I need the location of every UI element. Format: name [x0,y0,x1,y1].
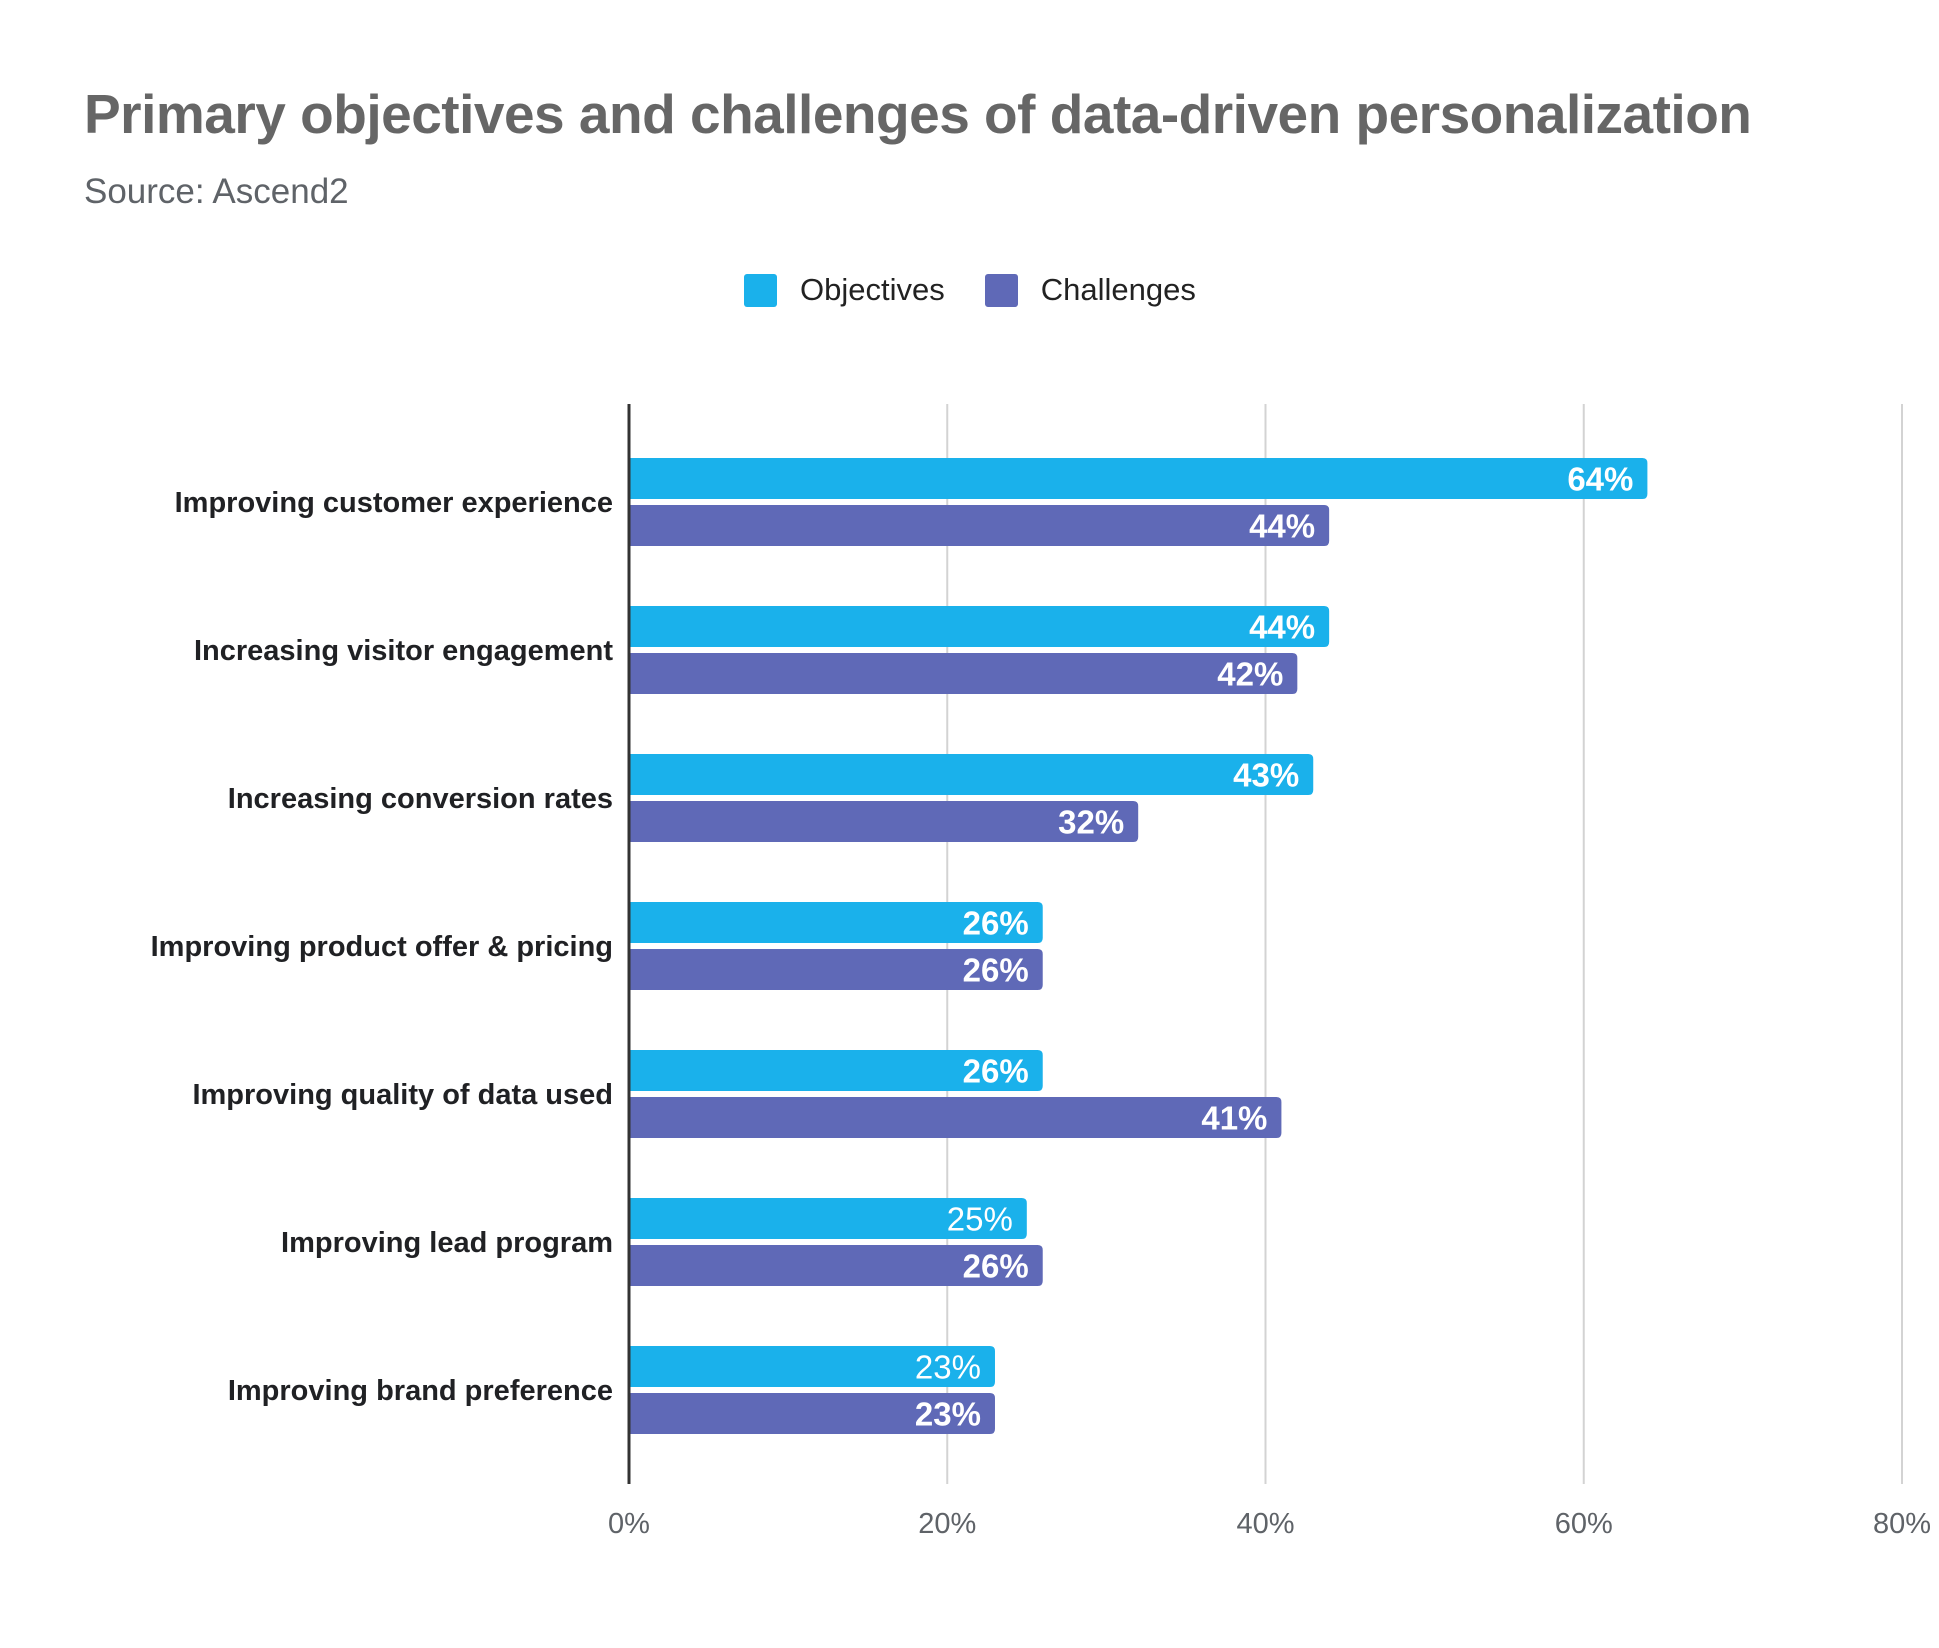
bar-objectives [629,902,1043,943]
category-label: Improving customer experience [175,487,613,519]
category-label: Improving quality of data used [192,1079,613,1111]
chart-title: Primary objectives and challenges of dat… [84,83,1752,145]
category-label: Increasing visitor engagement [194,635,613,667]
data-label: 25% [947,1201,1013,1238]
x-tick-label: 0% [608,1508,650,1540]
x-tick-label: 40% [1236,1508,1294,1540]
data-label: 44% [1249,609,1315,646]
data-label: 23% [915,1396,981,1433]
category-labels: Improving customer experience Increasing … [151,487,614,1407]
bar-objectives [629,458,1648,499]
bar-challenges [629,505,1330,546]
data-label: 23% [915,1349,981,1386]
x-tick-labels: 0% 20% 40% 60% 80% [608,1508,1931,1540]
data-label: 26% [963,1053,1029,1090]
x-tick-label: 60% [1555,1508,1613,1540]
legend-swatch-challenges [984,273,1018,307]
data-label: 26% [963,1248,1029,1285]
bar-objectives [629,754,1314,795]
bar-objectives [629,1346,995,1387]
bar-challenges [629,949,1043,990]
x-tick-label: 20% [918,1508,976,1540]
data-label: 43% [1233,757,1299,794]
legend: Objectives Challenges [744,272,1236,308]
category-label: Improving lead program [281,1227,613,1259]
chart-subtitle: Source: Ascend2 [84,172,349,211]
bar-challenges [629,801,1139,842]
x-tick-label: 80% [1873,1508,1931,1540]
legend-label-objectives: Objectives [800,272,945,307]
bars: 64% 44% 44% 42% 43% 32% 26% 26% 26% 41% 25% 26% 23% 2… [629,458,1648,1434]
data-label: 26% [963,905,1029,942]
bar-challenges [629,1393,995,1434]
data-label: 44% [1249,508,1315,545]
data-label: 42% [1217,656,1283,693]
bar-challenges [629,1245,1043,1286]
bar-objectives [629,606,1330,647]
category-label: Improving product offer & pricing [151,931,613,963]
bar-challenges [629,1097,1282,1138]
legend-item-challenges[interactable]: Challenges [984,272,1196,308]
legend-item-objectives[interactable]: Objectives [744,272,945,308]
data-label: 64% [1567,461,1633,498]
bar-objectives [629,1050,1043,1091]
data-label: 32% [1058,804,1124,841]
gridlines [946,404,1903,1484]
category-label: Improving brand preference [228,1375,613,1407]
bar-challenges [629,653,1298,694]
legend-label-challenges: Challenges [1040,272,1196,307]
data-label: 26% [963,952,1029,989]
category-label: Increasing conversion rates [228,783,613,815]
legend-swatch-objectives [744,273,777,307]
data-label: 41% [1201,1100,1267,1137]
bar-objectives [629,1198,1027,1239]
